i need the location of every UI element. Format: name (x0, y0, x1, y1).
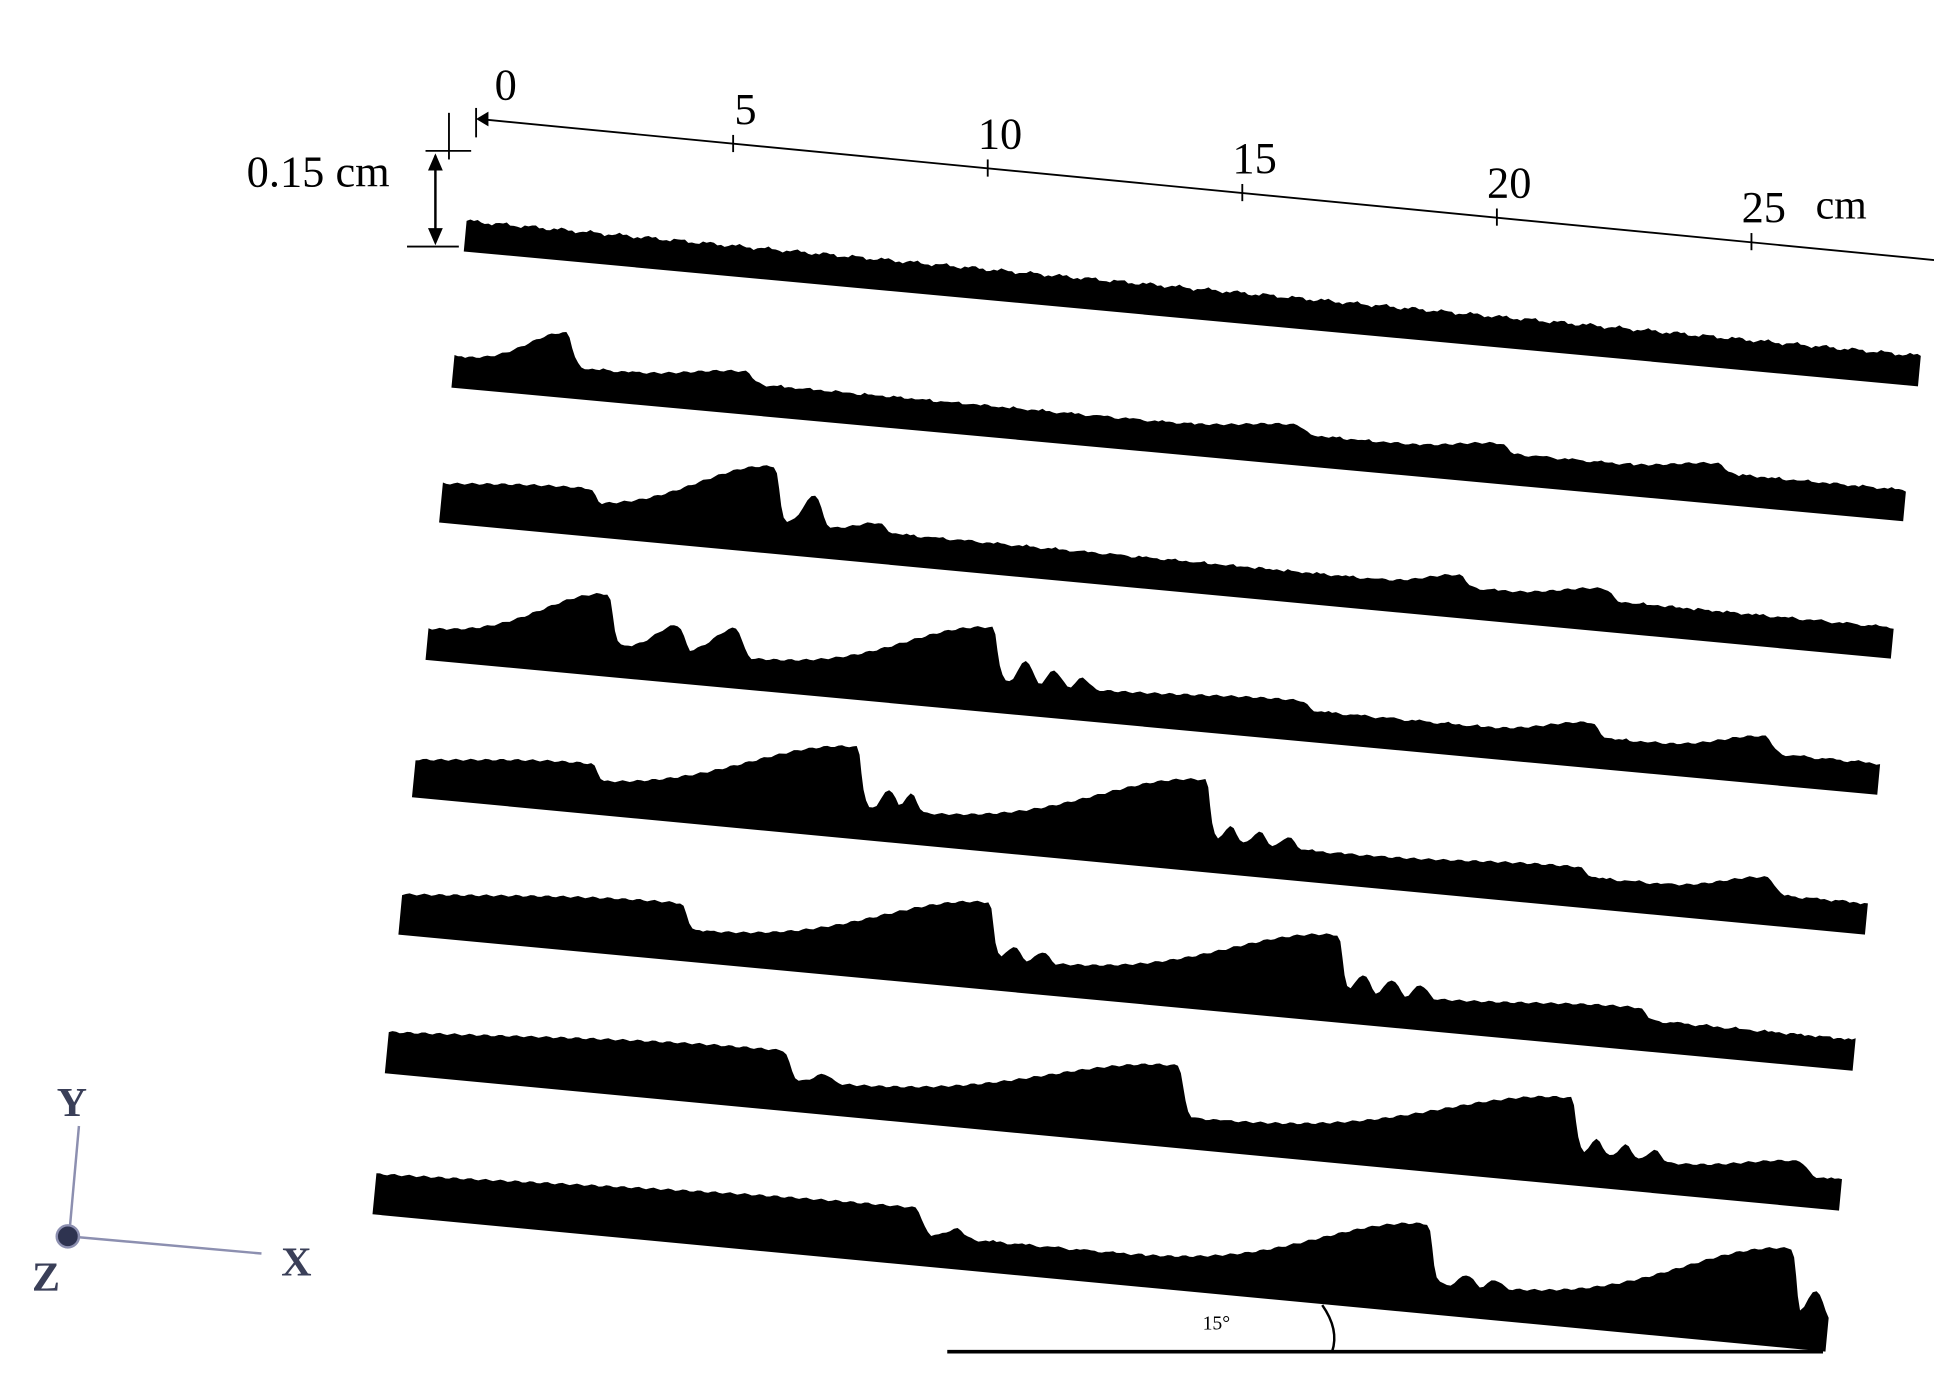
scale-tick-label: 10 (978, 110, 1022, 159)
film-profile (463, 219, 1921, 387)
scale-tick-label: 15 (1232, 134, 1276, 183)
film-profile (384, 1031, 1842, 1211)
film-profile (439, 465, 1894, 659)
scale-tick-label: 20 (1487, 159, 1531, 208)
film-profile (425, 593, 1881, 795)
scale-unit: cm (1816, 182, 1867, 228)
x-axis-line (68, 1235, 262, 1255)
z-axis-dot (55, 1224, 81, 1249)
film-profile (451, 332, 1906, 522)
film-profile (372, 1173, 1829, 1352)
z-axis-label: Z (32, 1254, 60, 1300)
film-profile (411, 745, 1868, 935)
scale-tick-label: 5 (734, 85, 756, 134)
scale-tick-label: 0 (495, 60, 517, 109)
y-axis-label: Y (57, 1080, 87, 1126)
y-axis-line (67, 1125, 81, 1237)
scale-line (478, 118, 1934, 261)
angle-arc (1321, 1304, 1336, 1353)
thickness-label: 0.15 cm (247, 148, 390, 197)
scale-tick-label: 25 (1742, 183, 1786, 232)
scale-arrow (476, 111, 489, 127)
film-profile (398, 893, 1856, 1071)
angle-label: 15° (1203, 1313, 1231, 1335)
x-axis-label: X (281, 1240, 311, 1286)
